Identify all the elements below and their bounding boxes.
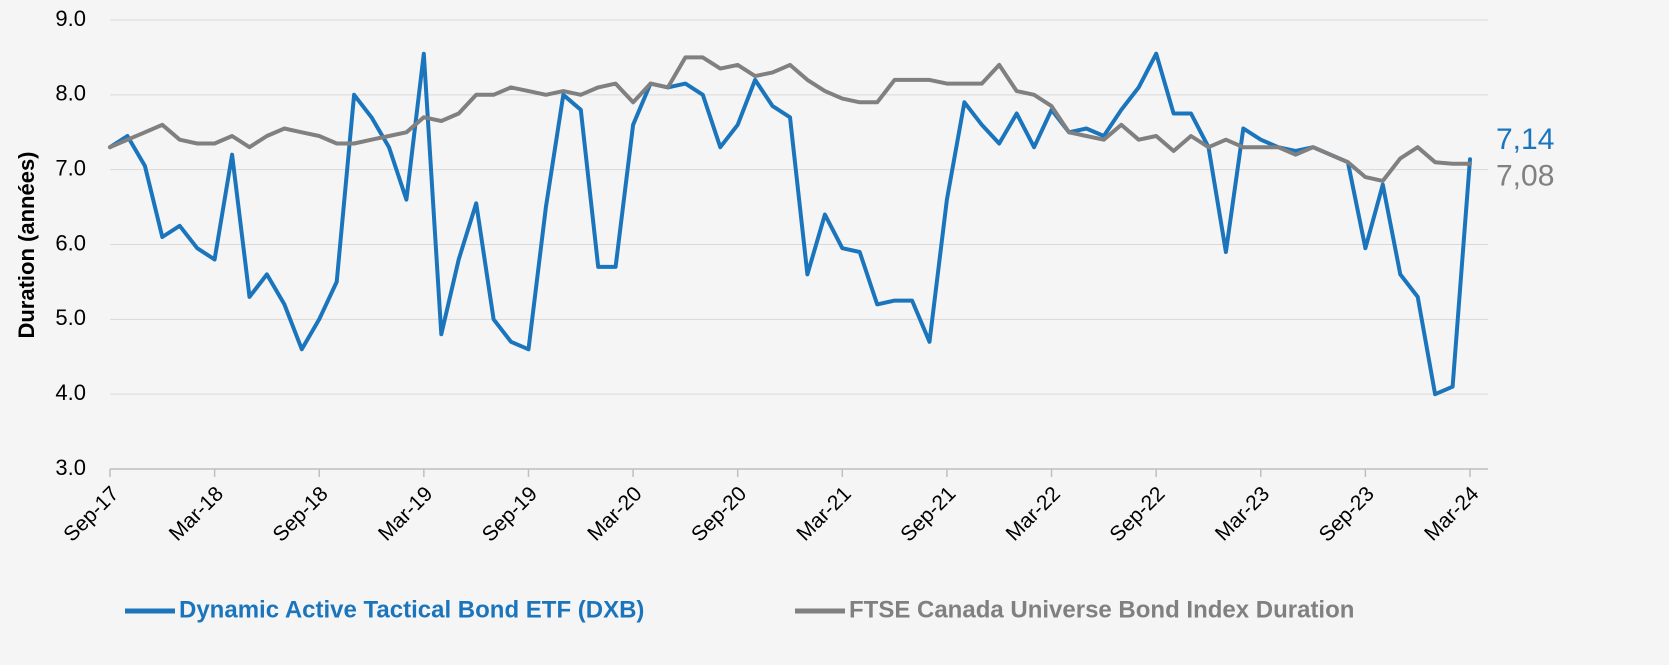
end-value-label: 7,14 bbox=[1496, 123, 1554, 156]
x-tick-label: Sep-17 bbox=[59, 482, 123, 546]
series-line bbox=[108, 55, 1472, 183]
y-tick-label: 7.0 bbox=[55, 155, 86, 180]
y-tick-label: 5.0 bbox=[55, 305, 86, 330]
y-tick-label: 3.0 bbox=[55, 455, 86, 480]
y-axis-label: Duration (années) bbox=[14, 151, 39, 338]
x-tick-label: Sep-22 bbox=[1105, 482, 1169, 546]
series-line bbox=[108, 51, 1472, 397]
y-tick-label: 4.0 bbox=[55, 380, 86, 405]
end-value-label: 7,08 bbox=[1496, 160, 1554, 193]
x-tick-label: Mar-19 bbox=[374, 482, 437, 545]
x-tick-label: Sep-23 bbox=[1315, 482, 1379, 546]
x-tick-label: Mar-20 bbox=[583, 482, 646, 545]
legend-label: Dynamic Active Tactical Bond ETF (DXB) bbox=[179, 596, 644, 623]
x-tick-label: Sep-21 bbox=[896, 482, 960, 546]
x-tick-label: Sep-20 bbox=[687, 482, 751, 546]
x-tick-label: Sep-18 bbox=[269, 482, 333, 546]
legend-label: FTSE Canada Universe Bond Index Duration bbox=[849, 596, 1354, 623]
y-tick-label: 6.0 bbox=[55, 230, 86, 255]
x-tick-label: Mar-22 bbox=[1002, 482, 1065, 545]
y-tick-label: 8.0 bbox=[55, 81, 86, 106]
x-tick-label: Mar-18 bbox=[165, 482, 228, 545]
x-tick-label: Mar-24 bbox=[1420, 482, 1484, 546]
x-tick-label: Sep-19 bbox=[478, 482, 542, 546]
x-tick-label: Mar-23 bbox=[1211, 482, 1274, 545]
x-tick-label: Mar-21 bbox=[792, 482, 855, 545]
y-tick-label: 9.0 bbox=[55, 6, 86, 31]
